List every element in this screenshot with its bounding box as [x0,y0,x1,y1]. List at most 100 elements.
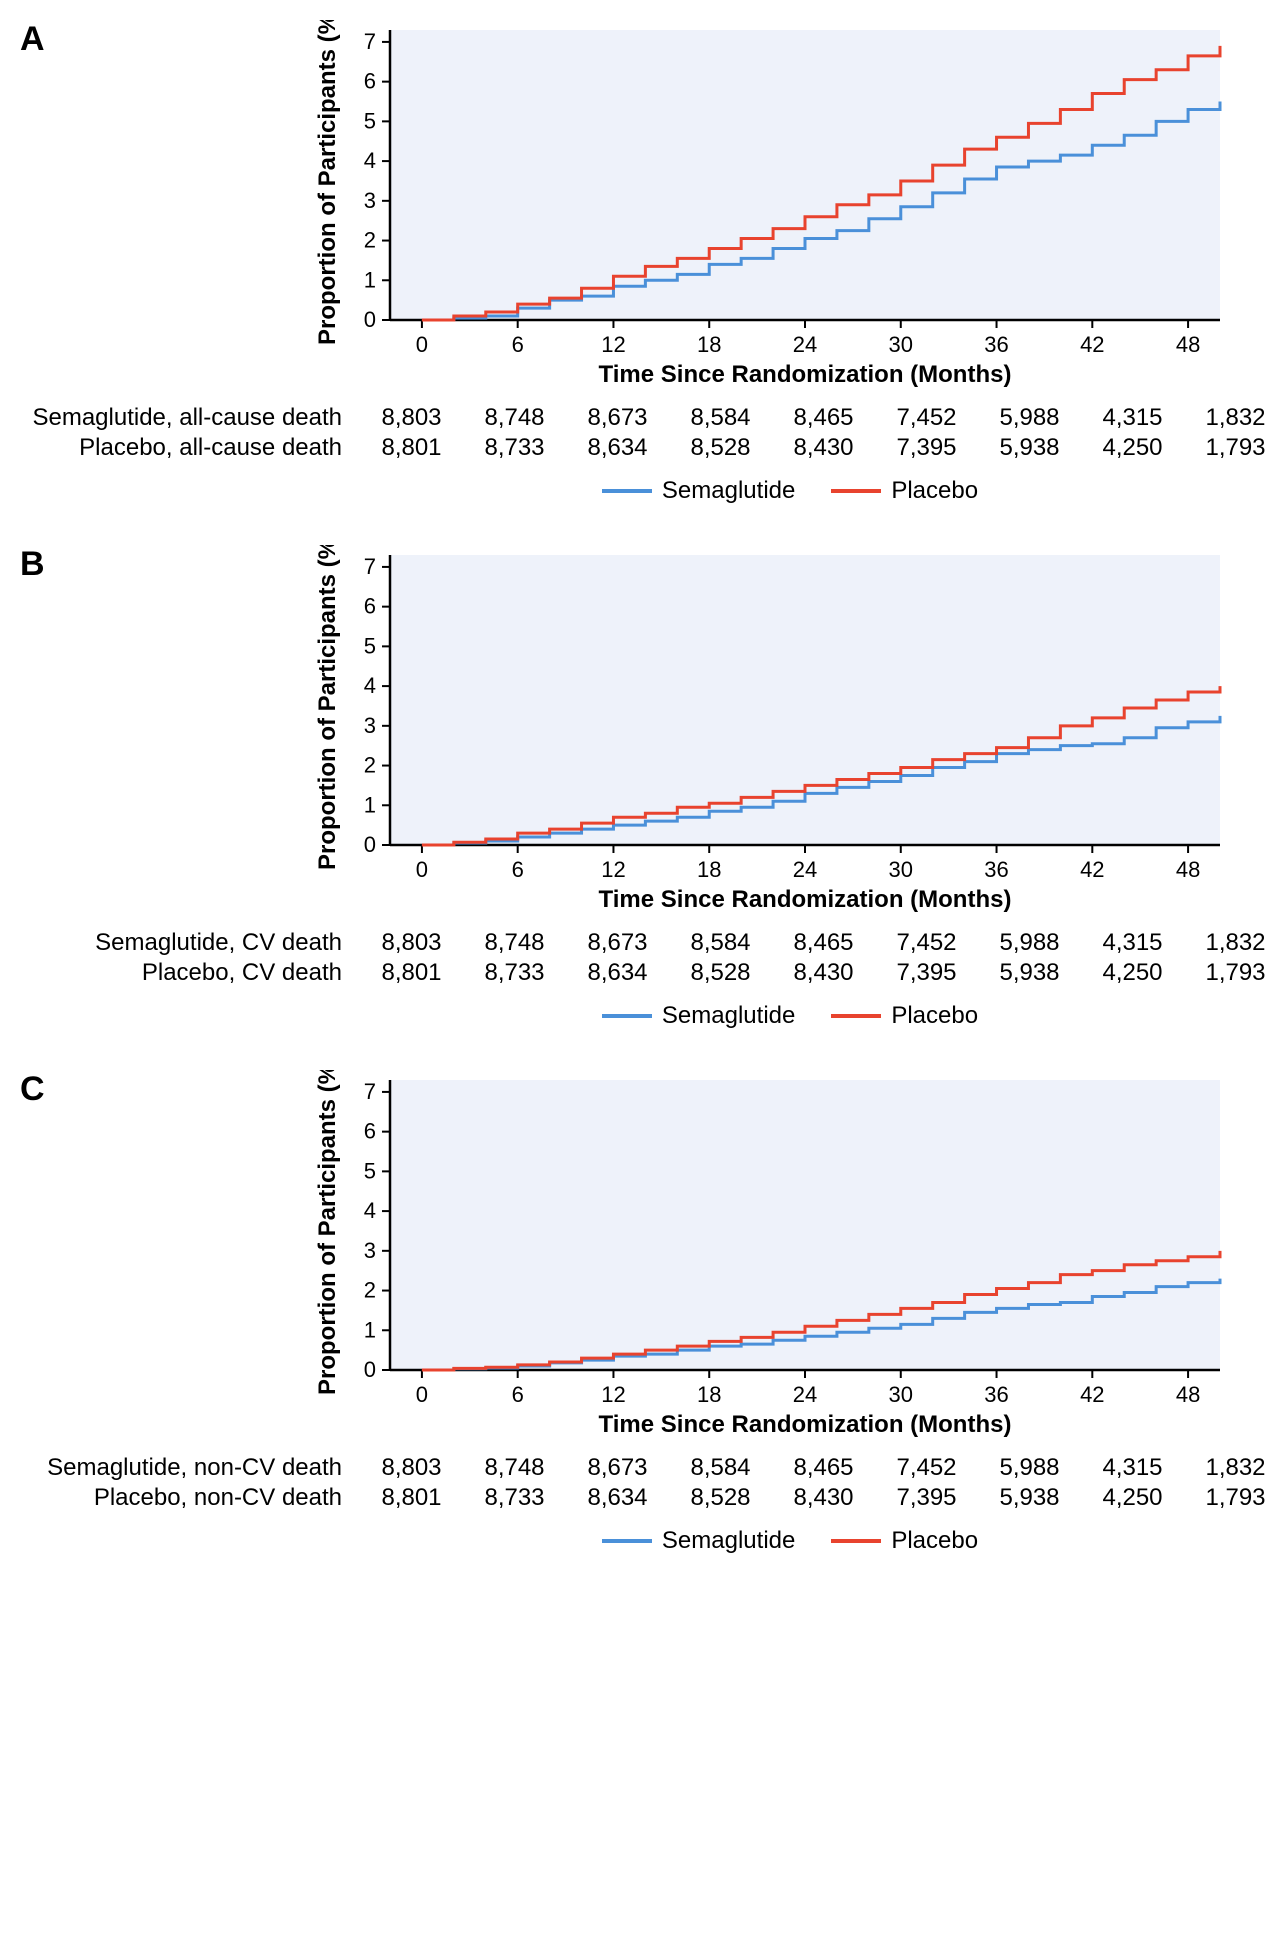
x-axis-title: Time Since Randomization (Months) [599,886,1012,913]
risk-cell: 5,938 [978,434,1081,462]
x-tick-label: 12 [601,857,625,882]
y-tick-label: 0 [364,832,376,857]
risk-row: Semaglutide, non-CV death8,8038,7488,673… [20,1454,1260,1482]
x-tick-label: 6 [512,857,524,882]
risk-cell: 8,465 [772,404,875,432]
y-tick-label: 3 [364,188,376,213]
legend-label: Placebo [891,1002,978,1030]
y-tick-label: 3 [364,713,376,738]
risk-cell: 1,832 [1184,1454,1280,1482]
risk-row-label: Placebo, CV death [20,959,360,987]
x-tick-label: 36 [984,332,1008,357]
y-tick-label: 2 [364,753,376,778]
risk-cell: 7,452 [875,929,978,957]
y-axis-title: Proportion of Participants (%) [314,1070,341,1395]
risk-cell: 8,673 [566,929,669,957]
legend-swatch [831,1539,881,1543]
legend-swatch [602,1539,652,1543]
risk-cell: 7,395 [875,434,978,462]
legend: SemaglutidePlacebo [300,472,1280,505]
x-tick-label: 36 [984,1382,1008,1407]
risk-row: Semaglutide, all-cause death8,8038,7488,… [20,404,1260,432]
legend-item-placebo: Placebo [831,1527,978,1555]
risk-cell: 8,634 [566,1484,669,1512]
y-tick-label: 7 [364,29,376,54]
risk-cell: 1,832 [1184,929,1280,957]
x-tick-label: 42 [1080,1382,1104,1407]
km-chart: 012345670612182430364248Proportion of Pa… [300,1070,1230,1440]
x-tick-label: 12 [601,1382,625,1407]
risk-cell: 4,315 [1081,404,1184,432]
x-tick-label: 48 [1176,332,1200,357]
x-tick-label: 6 [512,332,524,357]
risk-cell: 4,315 [1081,1454,1184,1482]
legend-label: Semaglutide [662,1002,795,1030]
x-tick-label: 0 [416,332,428,357]
risk-cell: 8,803 [360,929,463,957]
risk-cell: 8,584 [669,404,772,432]
risk-cell: 5,938 [978,1484,1081,1512]
legend-item-semaglutide: Semaglutide [602,1527,795,1555]
y-tick-label: 4 [364,673,376,698]
risk-cell: 4,250 [1081,1484,1184,1512]
legend-swatch [831,1014,881,1018]
risk-cell: 7,452 [875,404,978,432]
x-tick-label: 18 [697,332,721,357]
legend-item-semaglutide: Semaglutide [602,1002,795,1030]
km-chart: 012345670612182430364248Proportion of Pa… [300,545,1230,915]
legend-label: Placebo [891,477,978,505]
y-tick-label: 7 [364,554,376,579]
risk-row: Semaglutide, CV death8,8038,7488,6738,58… [20,929,1260,957]
risk-cell: 8,801 [360,434,463,462]
risk-cell: 4,250 [1081,434,1184,462]
legend-label: Semaglutide [662,1527,795,1555]
panel-A: A012345670612182430364248Proportion of P… [20,20,1260,505]
risk-cell: 8,465 [772,929,875,957]
risk-cell: 8,430 [772,959,875,987]
risk-cell: 8,584 [669,929,772,957]
risk-row-label: Semaglutide, CV death [20,929,360,957]
risk-cell: 8,673 [566,404,669,432]
y-tick-label: 1 [364,267,376,292]
risk-cell: 8,748 [463,929,566,957]
x-tick-label: 48 [1176,1382,1200,1407]
y-tick-label: 1 [364,1317,376,1342]
risk-cell: 8,673 [566,1454,669,1482]
risk-cell: 8,430 [772,1484,875,1512]
risk-cell: 5,938 [978,959,1081,987]
risk-cell: 8,803 [360,404,463,432]
risk-cell: 8,465 [772,1454,875,1482]
chart-wrap: 012345670612182430364248Proportion of Pa… [300,545,1280,915]
risk-cell: 7,395 [875,1484,978,1512]
panel-label: B [20,545,45,584]
legend-swatch [831,489,881,493]
plot-background [390,30,1220,320]
risk-cell: 8,803 [360,1454,463,1482]
x-tick-label: 0 [416,857,428,882]
x-tick-label: 18 [697,857,721,882]
y-tick-label: 6 [364,594,376,619]
numbers-at-risk-table: Semaglutide, non-CV death8,8038,7488,673… [20,1454,1260,1512]
panel-C: C012345670612182430364248Proportion of P… [20,1070,1260,1555]
risk-cell: 1,832 [1184,404,1280,432]
numbers-at-risk-table: Semaglutide, all-cause death8,8038,7488,… [20,404,1260,462]
risk-cell: 8,801 [360,959,463,987]
numbers-at-risk-table: Semaglutide, CV death8,8038,7488,6738,58… [20,929,1260,987]
risk-cell: 8,733 [463,1484,566,1512]
risk-cell: 8,733 [463,434,566,462]
x-tick-label: 30 [889,857,913,882]
risk-cell: 4,250 [1081,959,1184,987]
risk-cell: 8,634 [566,959,669,987]
legend-label: Placebo [891,1527,978,1555]
x-tick-label: 42 [1080,857,1104,882]
risk-row: Placebo, all-cause death8,8018,7338,6348… [20,434,1260,462]
risk-cell: 8,528 [669,959,772,987]
risk-cell: 4,315 [1081,929,1184,957]
x-tick-label: 18 [697,1382,721,1407]
risk-cell: 8,528 [669,434,772,462]
legend-item-placebo: Placebo [831,477,978,505]
risk-cell: 1,793 [1184,434,1280,462]
y-tick-label: 4 [364,148,376,173]
risk-cell: 8,748 [463,404,566,432]
x-tick-label: 0 [416,1382,428,1407]
